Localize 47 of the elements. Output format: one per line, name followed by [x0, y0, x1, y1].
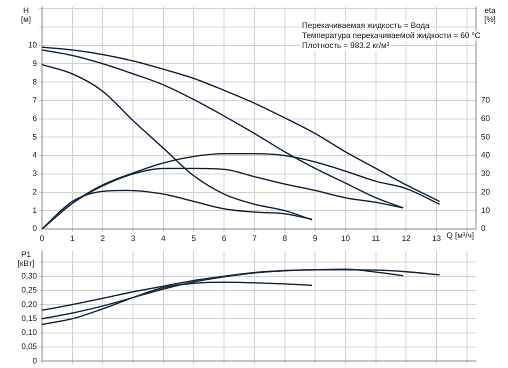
- x-tick-label: 9: [312, 234, 318, 244]
- x-tick-label: 10: [341, 234, 350, 244]
- x-tick-label: 4: [161, 234, 166, 244]
- x-tick-label: 5: [192, 234, 197, 244]
- y2-tick-label: 70: [481, 96, 490, 105]
- y-tick-label: 7: [32, 96, 38, 105]
- y2-tick-label: 60: [481, 114, 490, 124]
- x-tick-label: 6: [222, 234, 227, 244]
- y-tick-label: 2: [32, 187, 38, 196]
- annotation: Плотность = 983.2 кг/м³: [302, 41, 390, 50]
- y2-tick-label: 0: [481, 224, 486, 234]
- y-tick-label: 0,20: [21, 300, 38, 309]
- y-tick-label: 0,05: [21, 342, 38, 352]
- x-tick-label: 11: [372, 234, 381, 244]
- y-tick-label: 10: [28, 40, 38, 50]
- y2-tick-label: 50: [481, 132, 490, 142]
- y-tick-label: 4: [32, 150, 38, 160]
- y-tick-label: 3: [32, 169, 38, 178]
- y-tick-label: 0,30: [21, 271, 38, 280]
- x-tick-label: 1: [70, 234, 76, 244]
- x-tick-label: 8: [282, 234, 288, 244]
- x-axis-title: Q [м³/ч]: [446, 231, 474, 240]
- y2-tick-label: 30: [481, 169, 490, 178]
- y2-tick-label: 40: [481, 150, 490, 160]
- x-tick-label: 0: [40, 234, 45, 244]
- y-tick-label: 8: [32, 77, 38, 86]
- y-axis-title: H [м]: [21, 6, 31, 24]
- y-axis-title: P1 [кВт]: [18, 250, 34, 268]
- y-tick-label: 9: [32, 58, 38, 68]
- y-tick-label: 0: [32, 224, 38, 234]
- y2-tick-label: 10: [481, 206, 490, 215]
- annotation: Перекачиваемая жидкость = Вода: [302, 21, 430, 30]
- x-tick-label: 7: [252, 234, 258, 244]
- x-tick-label: 2: [100, 234, 106, 244]
- y2-tick-label: 20: [481, 187, 490, 196]
- y-tick-label: 1: [32, 206, 38, 215]
- y2-axis-title: eta [%]: [484, 6, 496, 24]
- x-tick-label: 12: [402, 234, 412, 244]
- y-tick-label: 0,10: [21, 328, 38, 338]
- y-tick-label: 6: [32, 114, 38, 124]
- annotation: Температура перекачиваемой жидкости = 60 °C: [302, 31, 481, 40]
- y-tick-label: 0: [32, 356, 38, 366]
- y-tick-label: 0,15: [21, 314, 38, 323]
- x-tick-label: 3: [130, 234, 136, 244]
- y-tick-label: 0,25: [21, 286, 38, 295]
- x-tick-label: 13: [432, 234, 442, 244]
- y-tick-label: 5: [32, 132, 38, 142]
